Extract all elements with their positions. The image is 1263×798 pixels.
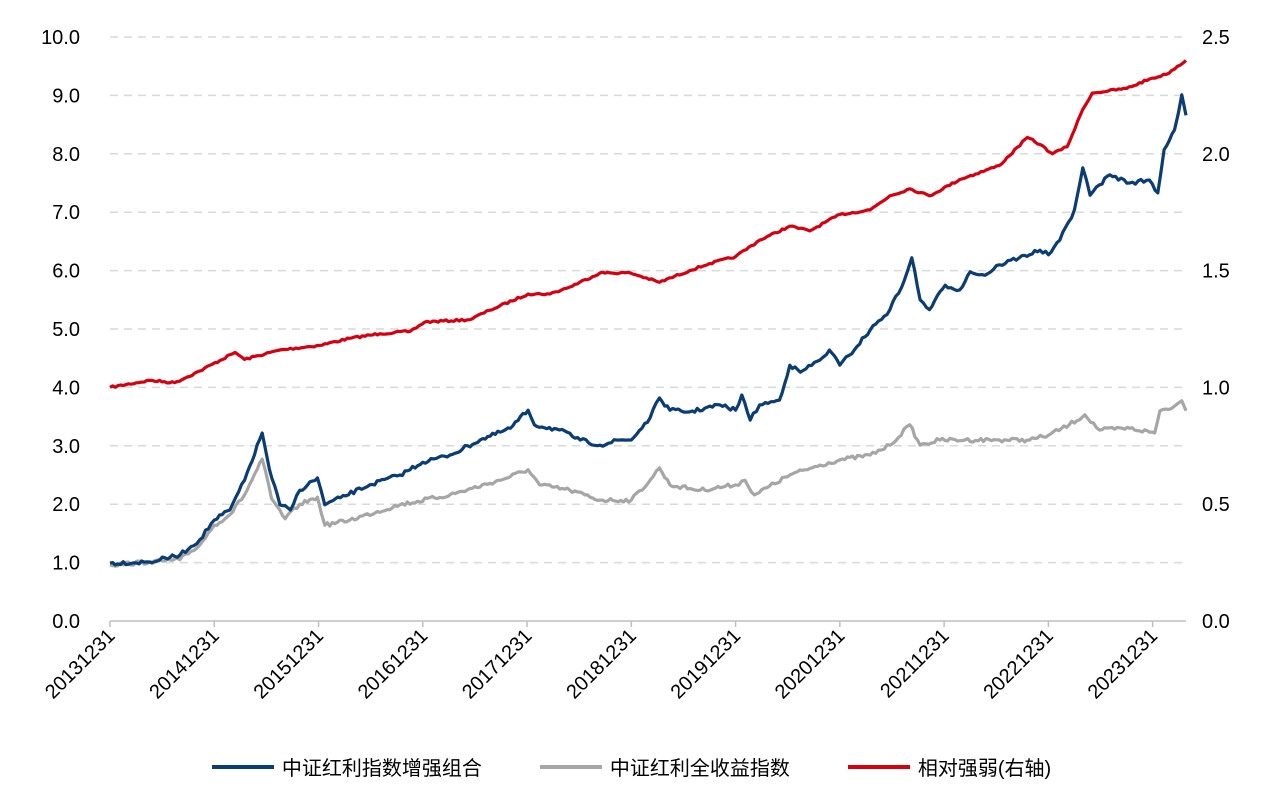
y-right-tick-label: 2.0 bbox=[1202, 144, 1230, 166]
series-line bbox=[109, 93, 1188, 567]
legend-label: 中证红利全收益指数 bbox=[609, 758, 790, 780]
y-right-tick-label: 0.5 bbox=[1202, 494, 1230, 516]
x-tick-label: 20201231 bbox=[771, 625, 849, 703]
left-y-axis: 0.0 1.0 2.0 3.0 4.0 5.0 6.0 7.0 8.0 9.0 10.0 bbox=[41, 27, 80, 633]
legend-label: 相对强弱(右轴) bbox=[917, 758, 1052, 780]
legend-swatch bbox=[847, 764, 910, 769]
y-tick-label: 6.0 bbox=[52, 261, 80, 283]
legend-swatch bbox=[539, 764, 602, 769]
y-right-tick-label: 0.0 bbox=[1202, 611, 1230, 633]
x-tick-label: 20231231 bbox=[1084, 625, 1162, 703]
gridlines bbox=[110, 36, 1186, 564]
legend-label: 中证红利指数增强组合 bbox=[281, 758, 482, 780]
legend-swatch bbox=[211, 764, 274, 769]
line-chart: 0.01.02.03.04.05.06.07.08.09.010.0 0.00.… bbox=[41, 27, 1230, 703]
x-tick-label: 20131231 bbox=[41, 625, 119, 703]
x-tick-label: 20171231 bbox=[458, 625, 536, 703]
series-lines bbox=[109, 59, 1188, 568]
y-tick-label: 7.0 bbox=[52, 202, 80, 224]
y-tick-label: 0.0 bbox=[52, 611, 80, 633]
x-tick-label: 20191231 bbox=[667, 625, 745, 703]
x-tick-label: 20161231 bbox=[354, 625, 432, 703]
right-y-axis: 0.0 0.5 1.0 1.5 2.0 2.5 bbox=[1202, 27, 1230, 633]
x-tick-label: 20211231 bbox=[876, 625, 953, 702]
y-tick-label: 10.0 bbox=[41, 27, 80, 49]
x-tick-label: 20151231 bbox=[250, 625, 328, 703]
y-tick-label: 8.0 bbox=[52, 144, 80, 166]
y-tick-label: 3.0 bbox=[52, 436, 80, 458]
series-line bbox=[109, 59, 1188, 389]
y-tick-label: 2.0 bbox=[52, 494, 80, 516]
legend-item-relative-strength: 相对强弱(右轴) bbox=[847, 752, 1052, 781]
x-axis: 20131231 20141231 20151231 20161231 20171231… bbox=[41, 620, 1186, 703]
y-right-tick-label: 1.5 bbox=[1202, 261, 1230, 283]
y-right-tick-label: 2.5 bbox=[1202, 27, 1230, 49]
y-tick-label: 9.0 bbox=[52, 85, 80, 107]
legend: 中证红利指数增强组合 中证红利全收益指数 相对强弱(右轴) bbox=[0, 752, 1263, 781]
x-tick-label: 20141231 bbox=[145, 625, 223, 703]
y-tick-label: 4.0 bbox=[52, 377, 80, 399]
y-tick-label: 5.0 bbox=[52, 319, 80, 341]
legend-item-enhanced: 中证红利指数增强组合 bbox=[211, 752, 482, 781]
x-tick-label: 20181231 bbox=[562, 625, 640, 703]
y-right-tick-label: 1.0 bbox=[1202, 377, 1230, 399]
x-tick-label: 20221231 bbox=[979, 625, 1057, 703]
y-tick-label: 1.0 bbox=[52, 553, 80, 575]
legend-item-total-return: 中证红利全收益指数 bbox=[539, 752, 790, 781]
series-line bbox=[109, 399, 1188, 568]
